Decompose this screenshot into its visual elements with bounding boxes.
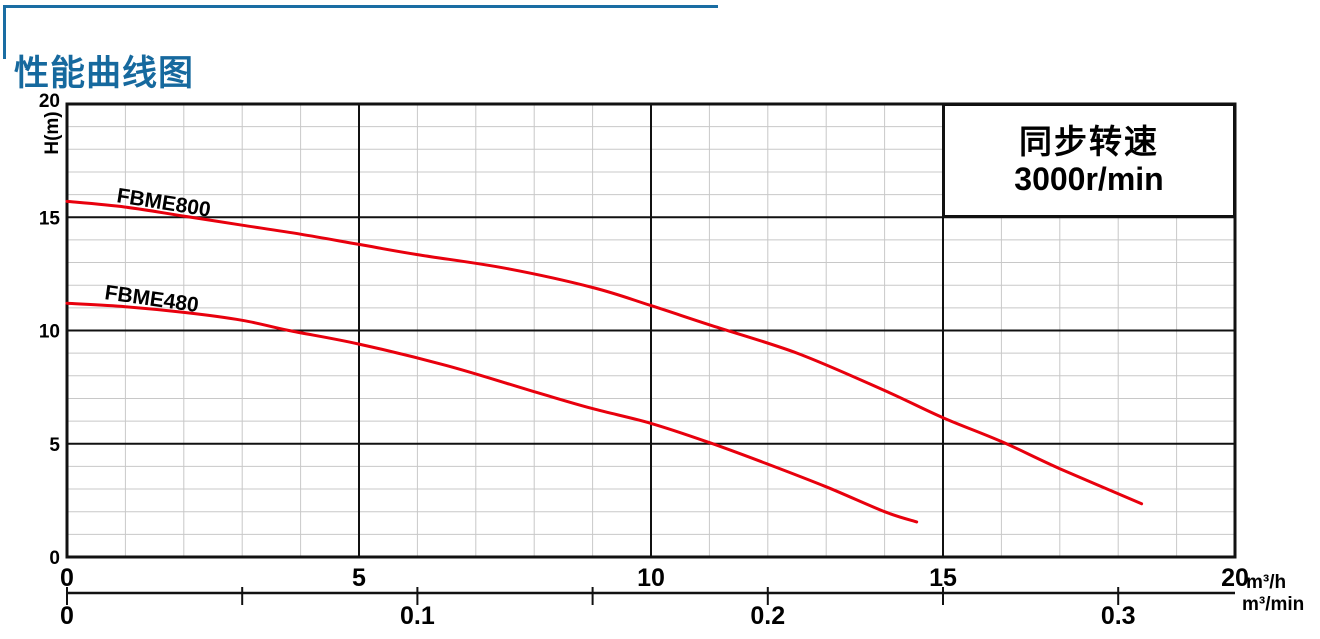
speed-annotation-label: 同步转速 xyxy=(1019,123,1159,161)
x-tick-label-m3min: 0.2 xyxy=(750,602,785,630)
y-tick-label: 5 xyxy=(49,435,60,456)
x-tick-label-m3min: 0.3 xyxy=(1101,602,1136,630)
series-curve-fbme800 xyxy=(65,199,1144,506)
x-tick-label-m3h: 5 xyxy=(352,564,366,592)
page-title: 性能曲线图 xyxy=(14,54,195,94)
y-tick-label: 0 xyxy=(49,548,60,569)
x-tick-label-m3h: 10 xyxy=(637,564,665,592)
speed-annotation-box: 同步转速 3000r/min xyxy=(942,103,1236,218)
y-tick-label: 15 xyxy=(39,208,61,229)
series-label-fbme480: FBME480 xyxy=(103,281,200,317)
x-tick-label-m3min: 0.1 xyxy=(400,602,435,630)
y-axis-title: H(m) xyxy=(42,111,63,154)
x-axis-primary-unit: m³/h xyxy=(1246,572,1287,593)
title-top-rule xyxy=(4,5,718,8)
plot-border xyxy=(65,102,1237,559)
x-tick-label-m3min: 0 xyxy=(60,602,74,630)
speed-annotation-value: 3000r/min xyxy=(1014,161,1164,198)
series-curve-fbme480 xyxy=(65,301,919,524)
x-tick-label-m3h: 20 xyxy=(1221,564,1249,592)
series-label-fbme800: FBME800 xyxy=(115,184,212,222)
y-tick-label: 10 xyxy=(39,322,60,343)
x-axis-secondary-unit: m³/min xyxy=(1242,594,1305,615)
title-left-rule xyxy=(3,5,6,59)
y-tick-label: 20 xyxy=(39,91,60,112)
x-tick-label-m3h: 0 xyxy=(60,564,74,592)
